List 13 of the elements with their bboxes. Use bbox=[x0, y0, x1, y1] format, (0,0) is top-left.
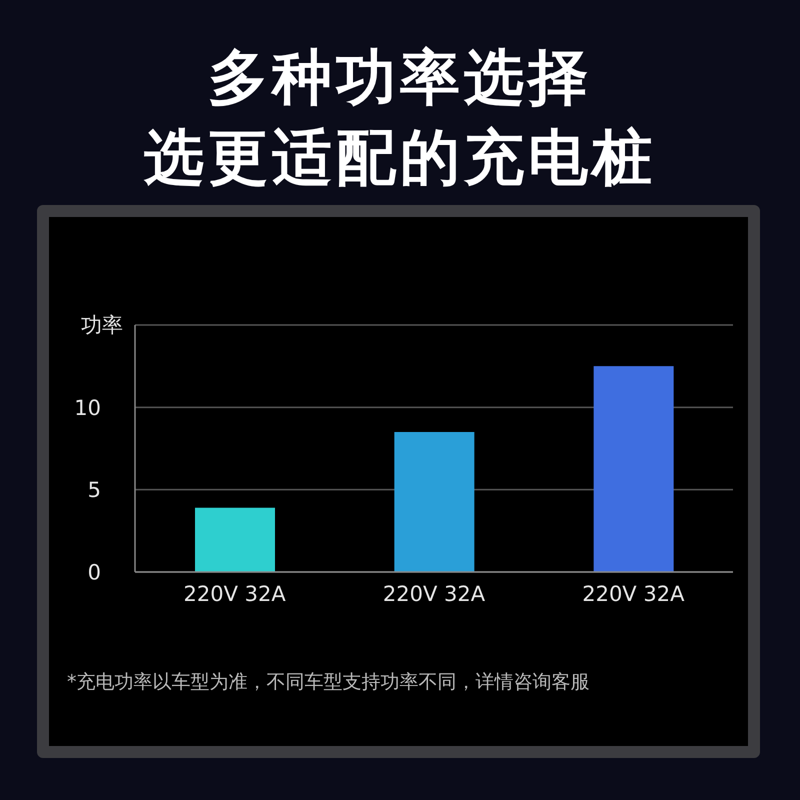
y-axis-title: 功率 bbox=[81, 313, 123, 337]
x-tick-label: 220V 32A bbox=[184, 582, 286, 606]
chart-title: 多种功率选择 bbox=[207, 42, 593, 115]
bar bbox=[394, 432, 474, 572]
x-tick-label: 220V 32A bbox=[382, 582, 486, 606]
bar bbox=[594, 366, 674, 572]
chart-subtitle: 选更适配的充电桩 bbox=[142, 122, 657, 195]
text: *充电功率以车型为准，不同车型支持功率不同，详情咨询客服 bbox=[67, 670, 590, 695]
bar bbox=[195, 508, 275, 572]
y-tick-label: 0 bbox=[88, 560, 101, 584]
x-tick-label: 220V 32A bbox=[582, 582, 686, 606]
y-tick-label: 5 bbox=[88, 478, 101, 502]
y-tick-label: 10 bbox=[74, 396, 101, 420]
